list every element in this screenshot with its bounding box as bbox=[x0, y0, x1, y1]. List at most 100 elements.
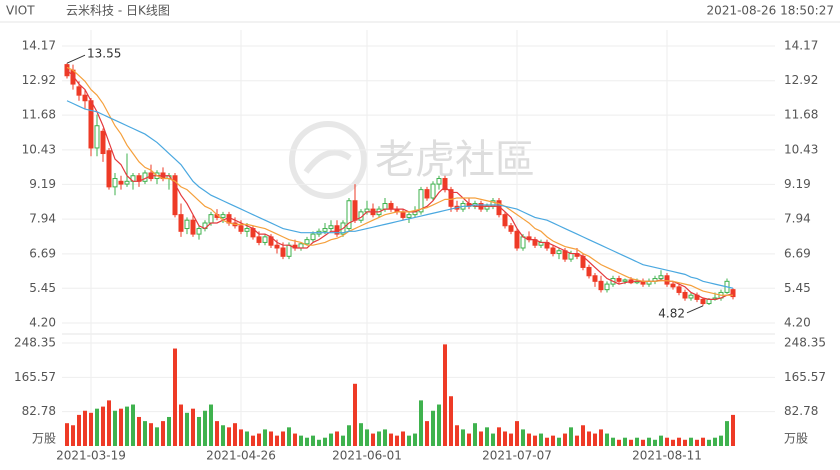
volume-bar bbox=[275, 435, 279, 446]
volume-bar bbox=[179, 404, 183, 446]
candle-body bbox=[304, 239, 310, 245]
candle-body bbox=[112, 178, 118, 188]
candle-body bbox=[586, 266, 592, 277]
volume-bar bbox=[113, 410, 117, 446]
volume-bar bbox=[425, 421, 429, 446]
volume-bar bbox=[209, 404, 213, 446]
volume-bar bbox=[587, 431, 591, 446]
volume-bar bbox=[263, 429, 267, 446]
candle-body bbox=[622, 279, 628, 282]
candle-body bbox=[352, 200, 358, 221]
volume-bar bbox=[221, 425, 225, 446]
candle-body bbox=[730, 289, 736, 298]
volume-bar bbox=[323, 437, 327, 446]
vol-tick-label-right: 165.57 bbox=[784, 370, 826, 384]
volume-bar bbox=[161, 421, 165, 446]
candle-body bbox=[346, 200, 352, 230]
y-tick-label-right: 7.94 bbox=[784, 212, 811, 226]
volume-bar bbox=[359, 423, 363, 446]
volume-bar bbox=[557, 437, 561, 446]
volume-bar bbox=[581, 425, 585, 446]
volume-bar bbox=[623, 437, 627, 446]
x-tick-label: 2021-08-11 bbox=[632, 449, 702, 463]
candle-body bbox=[706, 298, 712, 305]
candle-body bbox=[238, 225, 244, 232]
min-label: 4.82 bbox=[658, 306, 685, 320]
volume-bar bbox=[65, 423, 69, 446]
volume-bar bbox=[347, 425, 351, 446]
candle-body bbox=[406, 214, 412, 218]
volume-bar bbox=[461, 429, 465, 446]
candle-body bbox=[430, 183, 436, 199]
volume-bar bbox=[605, 433, 609, 446]
candle-body bbox=[172, 175, 178, 216]
candle-body bbox=[520, 236, 526, 249]
candle-body bbox=[658, 275, 664, 280]
candle-body bbox=[178, 214, 184, 232]
candle-body bbox=[700, 298, 706, 305]
y-tick-label-right: 9.19 bbox=[784, 177, 811, 191]
candle-body bbox=[310, 233, 316, 241]
volume-bar bbox=[719, 435, 723, 446]
volume-bar bbox=[569, 427, 573, 446]
volume-bar bbox=[551, 435, 555, 446]
candle-body bbox=[592, 275, 598, 282]
volume-bar bbox=[257, 433, 261, 446]
volume-bar bbox=[707, 439, 711, 446]
volume-bar bbox=[389, 433, 393, 446]
candle-body bbox=[514, 230, 520, 249]
y-tick-label-right: 12.92 bbox=[784, 73, 818, 87]
volume-bar bbox=[671, 439, 675, 446]
volume-bar bbox=[143, 421, 147, 446]
candle-body bbox=[124, 180, 130, 185]
candle-body bbox=[94, 125, 100, 149]
candle-body bbox=[448, 189, 454, 207]
candle-body bbox=[322, 228, 328, 232]
candle-body bbox=[676, 286, 682, 293]
candle-body bbox=[508, 225, 514, 232]
y-tick-label: 9.19 bbox=[29, 177, 56, 191]
candle-body bbox=[664, 275, 670, 285]
volume-bar bbox=[443, 344, 447, 446]
volume-bar bbox=[533, 435, 537, 446]
volume-bar bbox=[317, 439, 321, 446]
moving-average bbox=[66, 69, 734, 300]
volume-bar bbox=[353, 383, 357, 446]
volume-bar bbox=[653, 439, 657, 446]
volume-bar bbox=[245, 431, 249, 446]
volume-bar bbox=[107, 400, 111, 446]
volume-bar bbox=[329, 433, 333, 446]
y-tick-label: 5.45 bbox=[29, 281, 56, 295]
volume-bar bbox=[281, 431, 285, 446]
volume-bar bbox=[635, 437, 639, 446]
volume-bar bbox=[71, 425, 75, 446]
volume-bar bbox=[371, 433, 375, 446]
volume-bar bbox=[185, 412, 189, 446]
watermark-logo bbox=[289, 121, 367, 199]
volume-bar bbox=[539, 433, 543, 446]
x-tick-label: 2021-04-26 bbox=[206, 449, 276, 463]
y-tick-label-right: 5.45 bbox=[784, 281, 811, 295]
volume-bar bbox=[485, 427, 489, 446]
volume-bar bbox=[233, 423, 237, 446]
volume-bar bbox=[125, 406, 129, 446]
volume-bar bbox=[503, 431, 507, 446]
volume-bar bbox=[335, 431, 339, 446]
volume-bar bbox=[455, 425, 459, 446]
y-tick-label: 12.92 bbox=[22, 73, 56, 87]
y-tick-label: 7.94 bbox=[29, 212, 56, 226]
volume-bar bbox=[77, 414, 81, 446]
candle-body bbox=[256, 236, 262, 243]
watermark: 老虎社區 bbox=[375, 137, 535, 183]
volume-bar bbox=[407, 435, 411, 446]
volume-bar bbox=[203, 410, 207, 446]
volume-bar bbox=[395, 435, 399, 446]
volume-bar bbox=[149, 423, 153, 446]
symbol: VIOT bbox=[6, 4, 35, 18]
candle-body bbox=[604, 283, 610, 291]
vol-tick-label: 165.57 bbox=[14, 370, 56, 384]
max-label: 13.55 bbox=[87, 47, 121, 61]
candle-body bbox=[418, 189, 424, 213]
volume-bar bbox=[491, 433, 495, 446]
